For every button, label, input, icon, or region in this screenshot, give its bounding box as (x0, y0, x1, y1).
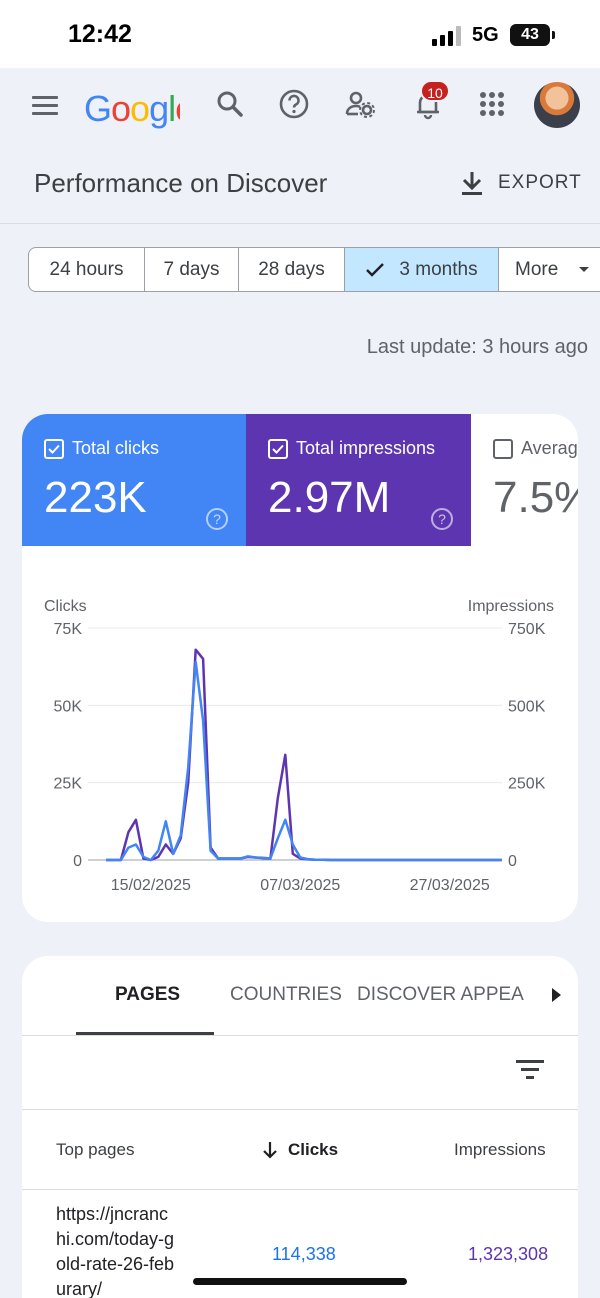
home-indicator (193, 1278, 407, 1285)
x-tick-label: 27/03/2025 (410, 877, 490, 894)
left-tick-label: 50K (54, 698, 83, 715)
tab-countries[interactable]: COUNTRIES (230, 984, 342, 1005)
menu-icon[interactable] (32, 96, 58, 116)
page-header: Performance on Discover EXPORT (0, 148, 600, 224)
page-url[interactable]: https://jncranchi.com/today-gold-rate-26… (56, 1204, 175, 1298)
manage-users-icon[interactable] (344, 88, 376, 120)
search-icon[interactable] (214, 88, 246, 120)
range-28-days[interactable]: 28 days (239, 248, 345, 291)
range-3-months[interactable]: 3 months (345, 248, 499, 291)
range-7-days[interactable]: 7 days (145, 248, 239, 291)
table-header: Top pages Clicks Impressions (22, 1110, 578, 1190)
left-axis-label: Clicks (44, 598, 87, 615)
range-24-hours[interactable]: 24 hours (29, 248, 145, 291)
google-logo[interactable]: Google (84, 88, 180, 129)
metric-total-impressions[interactable]: Total impressions 2.97M ? (246, 414, 471, 546)
metric-average-ctr[interactable]: Averag 7.5% (471, 414, 578, 546)
help-icon[interactable]: ? (206, 508, 228, 530)
right-tick-label: 750K (508, 621, 546, 638)
account-avatar[interactable] (534, 82, 580, 128)
right-tick-label: 0 (508, 853, 517, 870)
help-icon[interactable]: ? (431, 508, 453, 530)
column-header-label: Clicks (288, 1140, 339, 1159)
column-header-impressions[interactable]: Impressions (454, 1140, 546, 1159)
signal-icon (432, 26, 461, 46)
filter-row (22, 1036, 578, 1110)
date-range-selector: 24 hours 7 days 28 days 3 months More (28, 247, 600, 292)
status-time: 12:42 (68, 20, 132, 48)
page-title: Performance on Discover (34, 168, 328, 198)
sort-down-arrow-icon (263, 1142, 277, 1159)
performance-line-chart[interactable]: Clicks Impressions 75K 750K 50K 500K 25K 250K… (22, 546, 578, 922)
download-icon (462, 172, 482, 195)
checkbox-checked-icon[interactable] (44, 438, 64, 459)
battery-tip (552, 31, 555, 39)
range-label: 7 days (163, 258, 220, 280)
metric-label: Averag (521, 438, 578, 458)
x-tick-label: 15/02/2025 (111, 877, 191, 894)
checkbox-unchecked-icon[interactable] (493, 438, 513, 459)
metric-value: 7.5% (493, 473, 578, 522)
left-tick-label: 0 (73, 853, 82, 870)
help-icon[interactable] (278, 88, 310, 120)
metric-value: 223K (44, 473, 147, 522)
right-tick-label: 500K (508, 698, 546, 715)
range-more-dropdown[interactable]: More (499, 248, 600, 291)
last-update-text: Last update: 3 hours ago (366, 336, 588, 358)
metric-label: Total impressions (296, 438, 436, 458)
right-axis-label: Impressions (468, 598, 554, 615)
battery-icon: 43 (510, 24, 550, 46)
range-label: 24 hours (49, 258, 124, 280)
impressions-value: 1,323,308 (468, 1244, 549, 1264)
app-bar: Google 10 (0, 68, 600, 148)
metric-total-clicks[interactable]: Total clicks 223K ? (22, 414, 246, 546)
scroll-right-arrow-icon[interactable] (552, 988, 561, 1002)
metric-label: Total clicks (72, 438, 160, 458)
check-icon (366, 262, 385, 277)
tab-discover-appearance[interactable]: DISCOVER APPEAR (357, 984, 525, 1006)
range-label: More (515, 258, 559, 280)
left-tick-label: 75K (54, 621, 83, 638)
export-button[interactable]: EXPORT (460, 170, 582, 196)
tab-label: DISCOVER APPEAR (357, 984, 525, 1005)
export-label: EXPORT (498, 172, 582, 193)
dropdown-arrow-icon (579, 266, 590, 272)
table-card: PAGES COUNTRIES DISCOVER APPEAR Top page… (22, 956, 578, 1298)
filter-icon[interactable] (516, 1058, 544, 1080)
metric-value: 2.97M (268, 473, 391, 522)
active-tab-indicator (76, 1032, 214, 1035)
column-header-pages[interactable]: Top pages (56, 1140, 135, 1159)
tab-pages[interactable]: PAGES (115, 984, 181, 1005)
range-label: 3 months (399, 258, 478, 280)
series-line-clicks[interactable] (106, 660, 502, 862)
clicks-value: 114,338 (272, 1244, 336, 1264)
right-tick-label: 250K (508, 776, 546, 793)
left-tick-label: 25K (54, 776, 83, 793)
series-line-impressions[interactable] (106, 648, 502, 862)
checkbox-checked-icon[interactable] (268, 438, 288, 459)
column-header-clicks[interactable]: Clicks (262, 1140, 338, 1160)
status-bar: 12:42 5G 43 (0, 0, 600, 68)
x-tick-label: 07/03/2025 (260, 877, 340, 894)
apps-grid-icon[interactable] (476, 88, 508, 120)
range-label: 28 days (258, 258, 325, 280)
network-type: 5G (472, 24, 499, 46)
table-tabs: PAGES COUNTRIES DISCOVER APPEAR (22, 956, 578, 1036)
performance-chart-card: Total clicks 223K ? Total impressions 2.… (22, 414, 578, 922)
notification-badge: 10 (420, 80, 450, 102)
